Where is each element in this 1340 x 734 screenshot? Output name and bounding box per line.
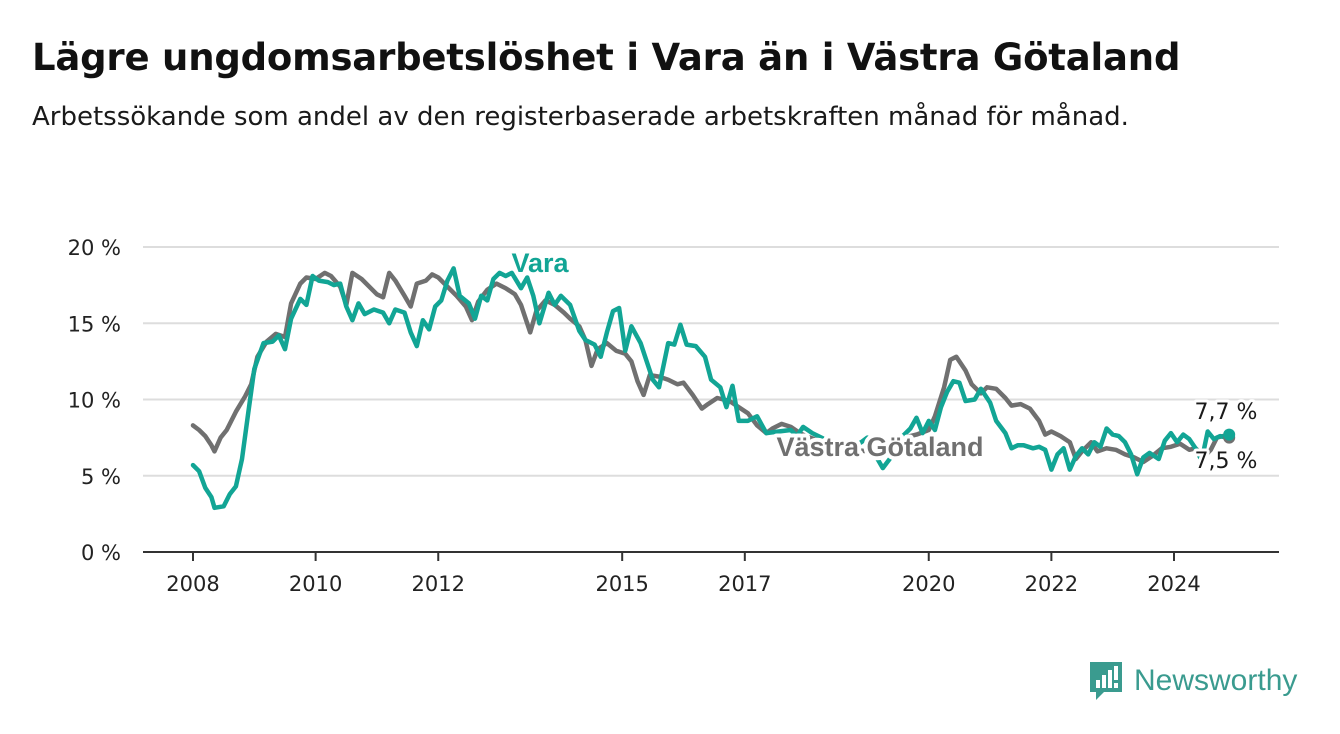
vastra-gotaland-series-label: Västra Götaland xyxy=(776,432,983,462)
y-tick-label: 5 % xyxy=(81,465,121,489)
vara-line xyxy=(190,266,1232,511)
vara-series-label: Vara xyxy=(511,248,569,278)
x-tick-label: 2017 xyxy=(718,572,771,596)
vara-end-marker xyxy=(1223,428,1236,441)
series-name-halo: Vara xyxy=(511,248,569,278)
x-tick-label: 2010 xyxy=(289,572,342,596)
series-name-halo: Västra Götaland xyxy=(776,432,983,462)
y-tick-label: 10 % xyxy=(68,389,121,413)
newsworthy-brand[interactable]: Newsworthy xyxy=(1088,660,1297,702)
x-tick-label: 2022 xyxy=(1025,572,1078,596)
chart-title: Lägre ungdomsarbetslöshet i Vara än i Vä… xyxy=(32,36,1181,79)
y-tick-label: 0 % xyxy=(81,541,121,565)
y-tick-label: 20 % xyxy=(68,236,121,260)
chart-subtitle: Arbetssökande som andel av den registerb… xyxy=(32,102,1129,132)
x-tick-label: 2024 xyxy=(1147,572,1200,596)
vara-end-value-label: 7,7 % xyxy=(1195,400,1258,425)
vastra-gotaland-end-value-label: 7,5 % xyxy=(1195,449,1258,474)
brand-name: Newsworthy xyxy=(1134,664,1298,697)
x-tick-label: 2008 xyxy=(166,572,219,596)
series-lines xyxy=(190,266,1236,511)
x-tick-label: 2020 xyxy=(902,572,955,596)
x-tick-label: 2015 xyxy=(595,572,648,596)
x-axis: 2008 2010 2012 2015 2017 2020 2022 2024 xyxy=(143,551,1279,596)
vastra-gotaland-line xyxy=(190,270,1232,465)
end-label-halo: 7,5 % xyxy=(1195,449,1258,474)
x-tick-label: 2012 xyxy=(412,572,465,596)
end-label-halo: 7,7 % xyxy=(1195,400,1258,425)
newsworthy-logo-icon xyxy=(1090,662,1122,700)
y-tick-label: 15 % xyxy=(68,312,121,336)
y-axis-tick-labels: 0 % 5 % 10 % 15 % 20 % xyxy=(68,236,121,565)
gridlines xyxy=(143,246,1279,477)
